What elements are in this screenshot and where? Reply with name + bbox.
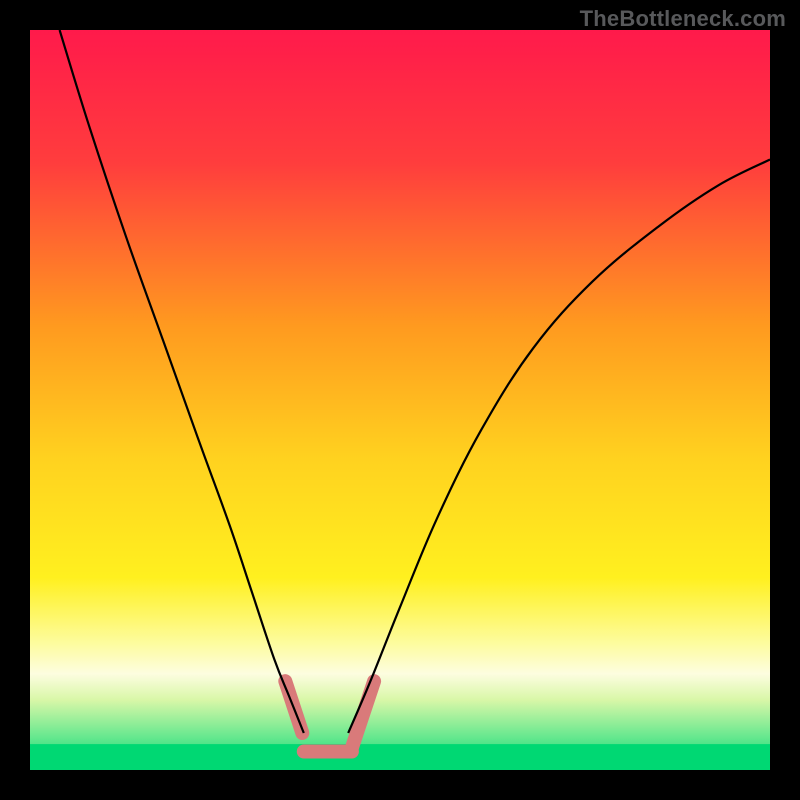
gradient-background xyxy=(30,30,770,770)
watermark-text: TheBottleneck.com xyxy=(580,6,786,32)
plot-svg xyxy=(30,30,770,770)
green-band xyxy=(30,744,770,770)
chart-frame: TheBottleneck.com xyxy=(0,0,800,800)
plot-area xyxy=(30,30,770,770)
